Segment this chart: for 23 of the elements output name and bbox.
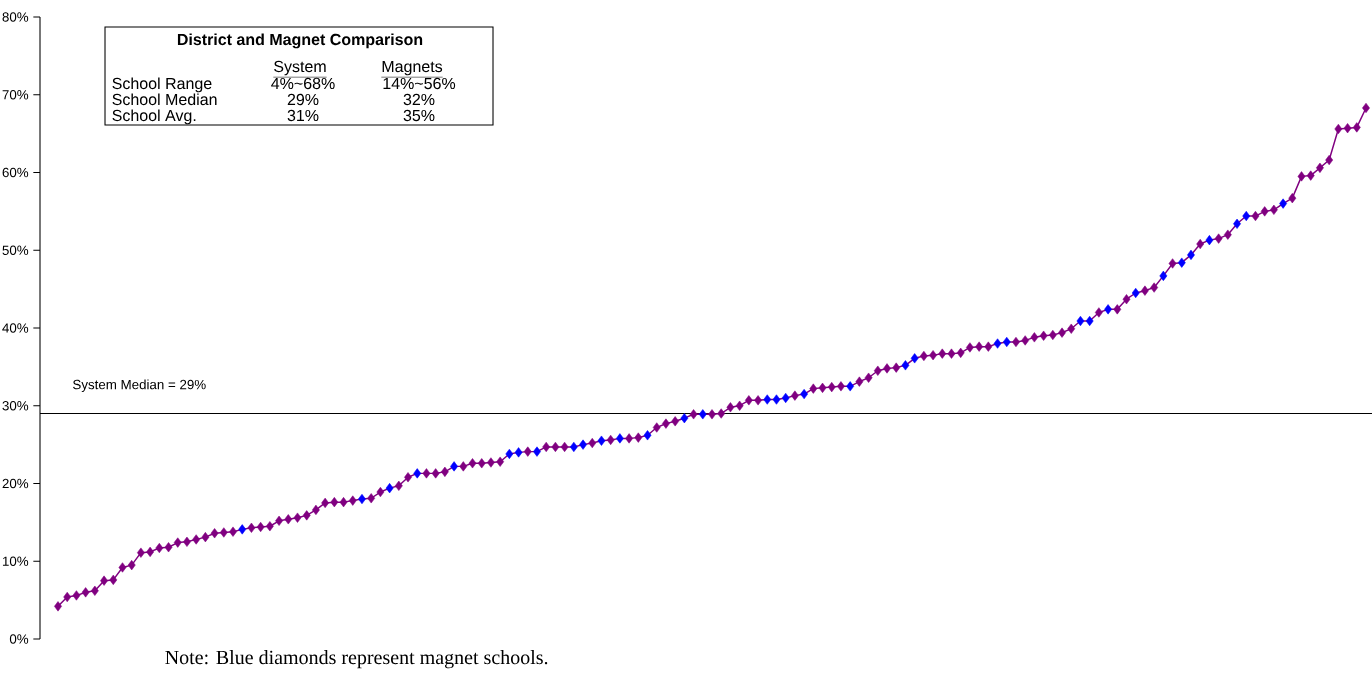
annotation: 14%~56% (383, 77, 456, 90)
annotation: 29% (287, 93, 319, 106)
y-tick-label: 60% (2, 167, 29, 178)
annotation: District and Magnet Comparison (177, 33, 423, 49)
annotation: School Median (112, 93, 217, 106)
y-tick-label: 70% (2, 90, 29, 100)
text: Note: Blue diamonds represent magnet schools. (165, 650, 548, 669)
y-tick-label: 80% (2, 12, 29, 22)
y-tick-label: 20% (2, 478, 29, 489)
ref-line-label: System Median = 29% (73, 379, 206, 392)
annotation: 4%~68% (271, 77, 335, 90)
y-tick-label: 40% (2, 323, 29, 333)
annotation: 32% (403, 93, 435, 106)
y-tick-label: 0% (9, 634, 29, 644)
y-tick-label: 10% (2, 556, 29, 566)
annotation: Magnets (382, 60, 443, 76)
annotation: School Avg. (112, 109, 196, 125)
annotation: 35% (403, 109, 435, 122)
annotation: System (274, 60, 326, 76)
annotation: 31% (287, 109, 319, 122)
y-tick-label: 50% (2, 245, 29, 255)
annotation: School Range (112, 77, 212, 93)
y-tick-label: 30% (2, 401, 29, 411)
